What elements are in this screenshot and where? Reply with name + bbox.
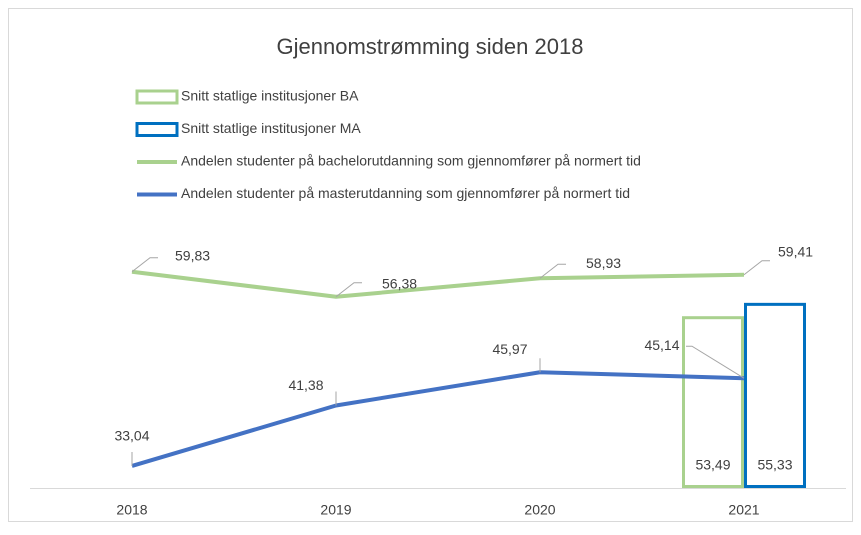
line bbox=[131, 269, 745, 299]
bar bbox=[744, 302, 806, 489]
chart-title: Gjennomstrømming siden 2018 bbox=[277, 34, 584, 59]
data-label: 59,83 bbox=[175, 247, 210, 263]
data-label: 41,38 bbox=[288, 377, 323, 393]
legend-label: Andelen studenter på bachelorutdanning s… bbox=[181, 153, 641, 169]
data-label: 45,97 bbox=[492, 341, 527, 357]
leader-line bbox=[131, 257, 158, 273]
line bbox=[131, 370, 745, 468]
legend-label: Snitt statlige institusjoner MA bbox=[181, 120, 361, 136]
data-label: 33,04 bbox=[114, 428, 149, 444]
bar bbox=[682, 316, 744, 489]
leader-line bbox=[686, 345, 745, 379]
leader-line bbox=[743, 260, 770, 276]
data-label: 59,41 bbox=[778, 243, 813, 259]
x-tick-label: 2021 bbox=[728, 502, 759, 518]
leader-line bbox=[539, 263, 566, 279]
legend-swatch bbox=[135, 89, 179, 105]
legend-swatch bbox=[135, 122, 179, 137]
data-label: 55,33 bbox=[757, 457, 792, 473]
data-label: 45,14 bbox=[644, 337, 679, 353]
chart-border bbox=[8, 8, 853, 522]
data-label: 58,93 bbox=[586, 255, 621, 271]
x-tick-label: 2018 bbox=[116, 502, 147, 518]
leader-line bbox=[335, 282, 362, 298]
legend-label: Snitt statlige institusjoner BA bbox=[181, 88, 359, 104]
data-label: 53,49 bbox=[695, 457, 730, 473]
x-tick-label: 2019 bbox=[320, 502, 351, 518]
x-tick-label: 2020 bbox=[524, 502, 555, 518]
legend-label: Andelen studenter på masterutdanning som… bbox=[181, 185, 630, 201]
data-label: 56,38 bbox=[382, 275, 417, 291]
